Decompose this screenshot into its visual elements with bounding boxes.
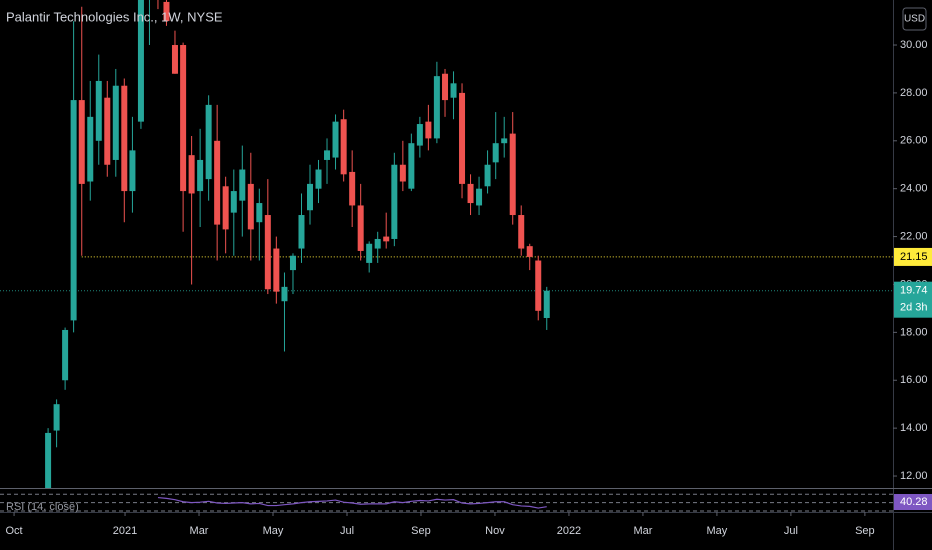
candle-body bbox=[416, 124, 423, 146]
candle-body bbox=[239, 169, 246, 201]
candle-body bbox=[467, 183, 474, 204]
candle-body bbox=[332, 121, 339, 158]
candle-body bbox=[450, 83, 457, 98]
candle-body bbox=[205, 104, 212, 180]
y-tick-label: 28.00 bbox=[900, 87, 928, 99]
indicator-name: RSI (14, close) bbox=[6, 501, 79, 513]
candle-body bbox=[180, 45, 187, 192]
candle-body bbox=[214, 140, 221, 225]
candle-body bbox=[62, 329, 69, 381]
candle-body bbox=[247, 183, 254, 230]
chart-title: Palantir Technologies Inc., 1W, NYSE bbox=[6, 9, 223, 24]
candle-body bbox=[526, 246, 533, 257]
candle-body bbox=[543, 290, 550, 318]
rsi-line bbox=[157, 496, 547, 509]
candle-body bbox=[374, 238, 381, 249]
x-tick-label: Jul bbox=[784, 525, 798, 537]
candle-body bbox=[442, 73, 449, 101]
candle-body bbox=[264, 215, 271, 290]
y-tick-label: 24.00 bbox=[900, 183, 928, 195]
x-tick-label: Mar bbox=[190, 525, 209, 537]
candle-body bbox=[256, 203, 263, 223]
rsi-value-label: 40.28 bbox=[900, 496, 928, 508]
candle-body bbox=[281, 286, 288, 302]
candle-body bbox=[425, 121, 432, 139]
candle-body bbox=[163, 1, 170, 22]
candle-body bbox=[484, 164, 491, 187]
y-tick-label: 26.00 bbox=[900, 135, 928, 147]
candle-body bbox=[306, 183, 313, 211]
x-tick-label: 2022 bbox=[557, 525, 581, 537]
candle-body bbox=[87, 116, 94, 182]
candle-body bbox=[509, 133, 516, 216]
y-tick-label: 18.00 bbox=[900, 326, 928, 338]
candle-body bbox=[518, 215, 525, 249]
candle-body bbox=[171, 45, 178, 74]
candle-body bbox=[121, 85, 128, 192]
y-tick-label: 30.00 bbox=[900, 39, 928, 51]
candle-body bbox=[357, 205, 364, 251]
last-price-label: 19.74 bbox=[900, 285, 928, 297]
candle-body bbox=[383, 236, 390, 242]
candle-body bbox=[492, 143, 499, 163]
candle-body bbox=[129, 150, 136, 192]
y-tick-label: 12.00 bbox=[900, 470, 928, 482]
candle-body bbox=[197, 159, 204, 192]
candle-body bbox=[433, 76, 440, 139]
x-tick-label: May bbox=[263, 525, 284, 537]
candle-body bbox=[78, 100, 85, 184]
candle-body bbox=[399, 164, 406, 182]
price-pane bbox=[0, 0, 893, 488]
y-tick-label: 16.00 bbox=[900, 374, 928, 386]
candle-body bbox=[366, 243, 373, 263]
candle-body bbox=[459, 92, 466, 184]
candle-body bbox=[53, 404, 60, 431]
x-tick-label: Nov bbox=[485, 525, 505, 537]
x-tick-label: Mar bbox=[633, 525, 652, 537]
x-tick-label: 2021 bbox=[113, 525, 137, 537]
candle-body bbox=[95, 80, 102, 141]
currency-box[interactable] bbox=[902, 7, 927, 31]
price-line-box bbox=[894, 247, 932, 266]
candle-body bbox=[315, 169, 322, 189]
candle-body bbox=[230, 191, 237, 213]
price-line-label: 21.15 bbox=[900, 251, 928, 263]
x-tick-label: Sep bbox=[411, 525, 431, 537]
y-tick-label: 14.00 bbox=[900, 422, 928, 434]
candle-body bbox=[222, 186, 229, 230]
rsi-pane bbox=[0, 493, 893, 512]
candle-body bbox=[391, 164, 398, 239]
candle-body bbox=[137, 0, 144, 122]
candle-body bbox=[501, 138, 508, 144]
x-tick-label: Sep bbox=[855, 525, 875, 537]
candle-body bbox=[298, 215, 305, 249]
candle-body bbox=[289, 255, 296, 271]
candle-body bbox=[188, 155, 195, 194]
last-price-box bbox=[894, 281, 932, 318]
candle-body bbox=[112, 85, 119, 160]
candle-body bbox=[273, 248, 280, 292]
x-tick-label: Jul bbox=[340, 525, 354, 537]
rsi-value-box bbox=[894, 494, 932, 510]
x-tick-label: May bbox=[707, 525, 728, 537]
overlay: Palantir Technologies Inc., 1W, NYSE USD… bbox=[5, 7, 932, 537]
candle-body bbox=[408, 143, 415, 189]
y-tick-label: 22.00 bbox=[900, 230, 928, 242]
countdown: 2d 3h bbox=[900, 302, 928, 314]
candle-body bbox=[535, 260, 542, 311]
candle-body bbox=[70, 100, 77, 321]
candle-body bbox=[340, 119, 347, 175]
candle-body bbox=[476, 188, 483, 206]
candle-body bbox=[45, 432, 52, 488]
currency[interactable]: USD bbox=[904, 14, 925, 25]
candle-body bbox=[349, 171, 356, 206]
x-tick-label: Oct bbox=[5, 525, 22, 537]
candle-body bbox=[104, 97, 111, 165]
candle-body bbox=[324, 150, 331, 160]
